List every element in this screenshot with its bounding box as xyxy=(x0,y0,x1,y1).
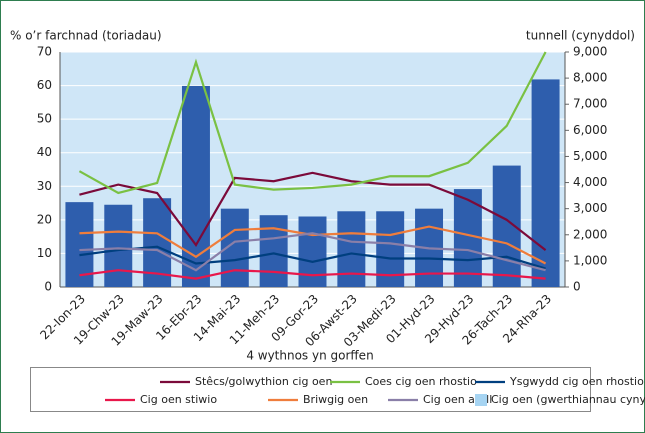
line-series xyxy=(79,232,546,272)
bar xyxy=(531,79,560,288)
y2-tick-label: 8,000 xyxy=(573,71,607,85)
y2-tick-label: 7,000 xyxy=(573,97,607,111)
bar xyxy=(298,216,327,287)
y-tick-label: 40 xyxy=(37,145,52,159)
y-tick-label: 60 xyxy=(37,78,52,92)
line-series xyxy=(79,269,546,280)
bar xyxy=(104,204,133,287)
legend-swatch xyxy=(475,394,487,406)
legend-box xyxy=(30,367,591,412)
line-series xyxy=(79,171,547,251)
line-series xyxy=(79,245,546,270)
legend-label: Briwgig oen xyxy=(303,393,368,406)
y2-tick-label: 9,000 xyxy=(573,45,607,59)
line-series xyxy=(79,225,547,265)
y-tick-label: 20 xyxy=(37,212,52,226)
line-series xyxy=(78,51,547,195)
legend-label: Coes cig oen rhostio xyxy=(365,375,477,388)
y2-tick-label: 1,000 xyxy=(573,253,607,267)
y-tick-label: 50 xyxy=(37,112,52,126)
legend-label: Cig oen arall xyxy=(423,393,492,406)
bar xyxy=(337,211,366,287)
y2-tick-label: 5,000 xyxy=(573,149,607,163)
legend-label: Cig oen stiwio xyxy=(140,393,217,406)
bar xyxy=(181,85,210,287)
legend-label: Ysgwydd cig oen rhostio xyxy=(509,375,644,388)
legend-label: Stêcs/golwythion cig oen xyxy=(195,375,332,388)
y2-tick-label: 3,000 xyxy=(573,201,607,215)
y-tick-label: 30 xyxy=(37,179,52,193)
y2-tick-label: 6,000 xyxy=(573,123,607,137)
y2-tick-label: 4,000 xyxy=(573,175,607,189)
y-tick-label: 70 xyxy=(37,45,52,59)
bar xyxy=(65,202,94,287)
legend-label: Cig oen (gwerthiannau cynyddol) xyxy=(491,393,645,406)
bar xyxy=(259,215,288,287)
y-tick-label: 10 xyxy=(37,246,52,260)
y2-axis-title: tunnell (cynyddol) xyxy=(526,29,635,43)
x-axis-title: 4 wythnos yn gorffen xyxy=(246,349,373,363)
y-axis-title: % o’r farchnad (toriadau) xyxy=(10,29,162,43)
y-tick-label: 0 xyxy=(44,280,52,294)
y2-tick-label: 2,000 xyxy=(573,227,607,241)
y2-tick-label: 0 xyxy=(573,280,581,294)
